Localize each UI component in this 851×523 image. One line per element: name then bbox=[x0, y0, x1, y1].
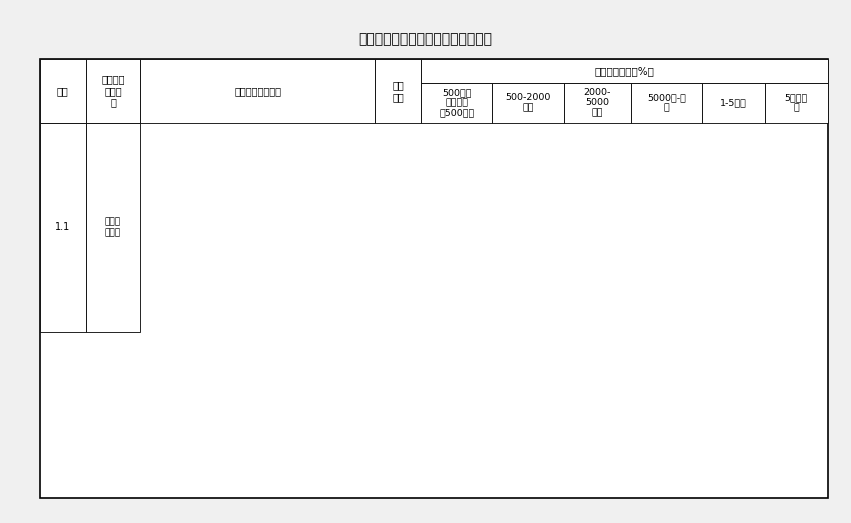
Text: 收费
基数: 收费 基数 bbox=[392, 80, 404, 102]
Bar bbox=[702, 83, 765, 122]
Text: 5亿元以
上: 5亿元以 上 bbox=[785, 93, 808, 112]
Bar bbox=[631, 83, 702, 122]
Text: 咨询服务主要内容: 咨询服务主要内容 bbox=[234, 86, 281, 96]
Bar bbox=[421, 60, 828, 83]
Bar bbox=[40, 60, 828, 498]
Text: 5000万-亿
元: 5000万-亿 元 bbox=[647, 93, 686, 112]
Text: 500万元
以下（不
含500万）: 500万元 以下（不 含500万） bbox=[439, 88, 474, 118]
Bar bbox=[563, 83, 631, 122]
Bar bbox=[493, 83, 563, 122]
Bar bbox=[40, 122, 86, 332]
Bar bbox=[40, 60, 86, 122]
Bar bbox=[375, 60, 421, 122]
Text: 序号: 序号 bbox=[57, 86, 69, 96]
Bar bbox=[765, 83, 828, 122]
Text: 500-2000
万元: 500-2000 万元 bbox=[505, 93, 551, 112]
Text: 2000-
5000
万元: 2000- 5000 万元 bbox=[584, 88, 611, 118]
Text: 1.1: 1.1 bbox=[55, 222, 71, 232]
Bar bbox=[86, 122, 140, 332]
Text: 投资估
算编制: 投资估 算编制 bbox=[105, 218, 121, 237]
Bar bbox=[86, 60, 140, 122]
Text: 收费参考价格（%）: 收费参考价格（%） bbox=[595, 66, 654, 76]
Text: 咨询服务
项目名
称: 咨询服务 项目名 称 bbox=[101, 74, 125, 108]
Bar bbox=[421, 83, 493, 122]
Text: 1-5亿元: 1-5亿元 bbox=[720, 98, 747, 107]
Bar bbox=[140, 60, 375, 122]
Text: 投资估算编制或审核收费参考价格表: 投资估算编制或审核收费参考价格表 bbox=[358, 32, 493, 46]
